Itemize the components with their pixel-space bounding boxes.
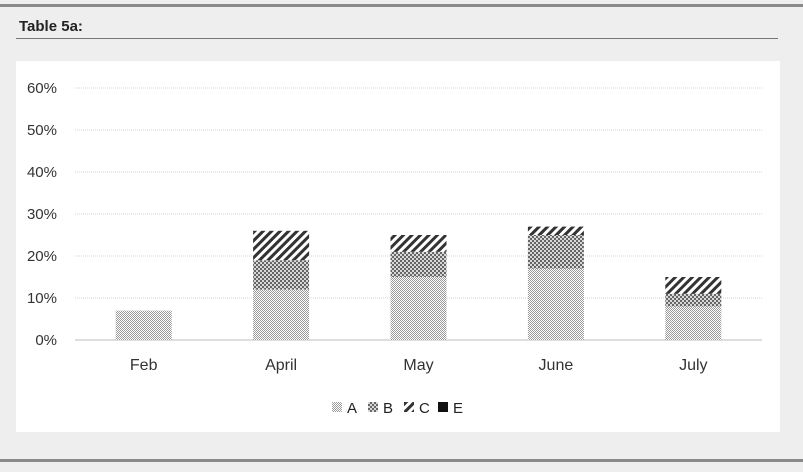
legend-swatch-c	[404, 402, 414, 412]
bar-a-july	[665, 306, 722, 340]
legend-label-b: B	[383, 400, 393, 417]
x-category-label: June	[539, 357, 574, 374]
title-rule	[16, 38, 778, 39]
x-category-label: July	[679, 357, 707, 374]
top-rule	[0, 4, 803, 7]
bar-c-june	[527, 226, 584, 235]
legend-swatch-e	[438, 402, 448, 412]
y-tick-label: 20%	[27, 248, 57, 265]
legend-swatch-a	[332, 402, 342, 412]
legend-label-c: C	[419, 400, 430, 417]
table-title: Table 5a:	[19, 18, 83, 35]
y-tick-label: 60%	[27, 80, 57, 97]
y-tick-label: 50%	[27, 122, 57, 139]
x-category-label: Feb	[130, 357, 158, 374]
bar-b-july	[665, 293, 722, 307]
bar-c-april	[253, 230, 310, 261]
bottom-rule	[0, 459, 803, 462]
x-category-label: May	[403, 357, 433, 374]
bar-b-june	[527, 235, 584, 269]
x-category-label: April	[265, 357, 297, 374]
bar-a-may	[390, 277, 447, 340]
bar-b-may	[390, 251, 447, 277]
y-tick-label: 40%	[27, 164, 57, 181]
y-tick-label: 30%	[27, 206, 57, 223]
legend-label-e: E	[453, 400, 463, 417]
y-tick-label: 0%	[35, 332, 57, 349]
bar-a-april	[253, 289, 310, 340]
bar-c-july	[665, 277, 722, 294]
y-tick-label: 10%	[27, 290, 57, 307]
bar-a-june	[527, 268, 584, 340]
legend-label-a: A	[347, 400, 357, 417]
bar-b-april	[253, 260, 310, 290]
bar-a-feb	[115, 310, 172, 340]
legend-swatch-b	[368, 402, 378, 412]
bar-c-may	[390, 235, 447, 252]
